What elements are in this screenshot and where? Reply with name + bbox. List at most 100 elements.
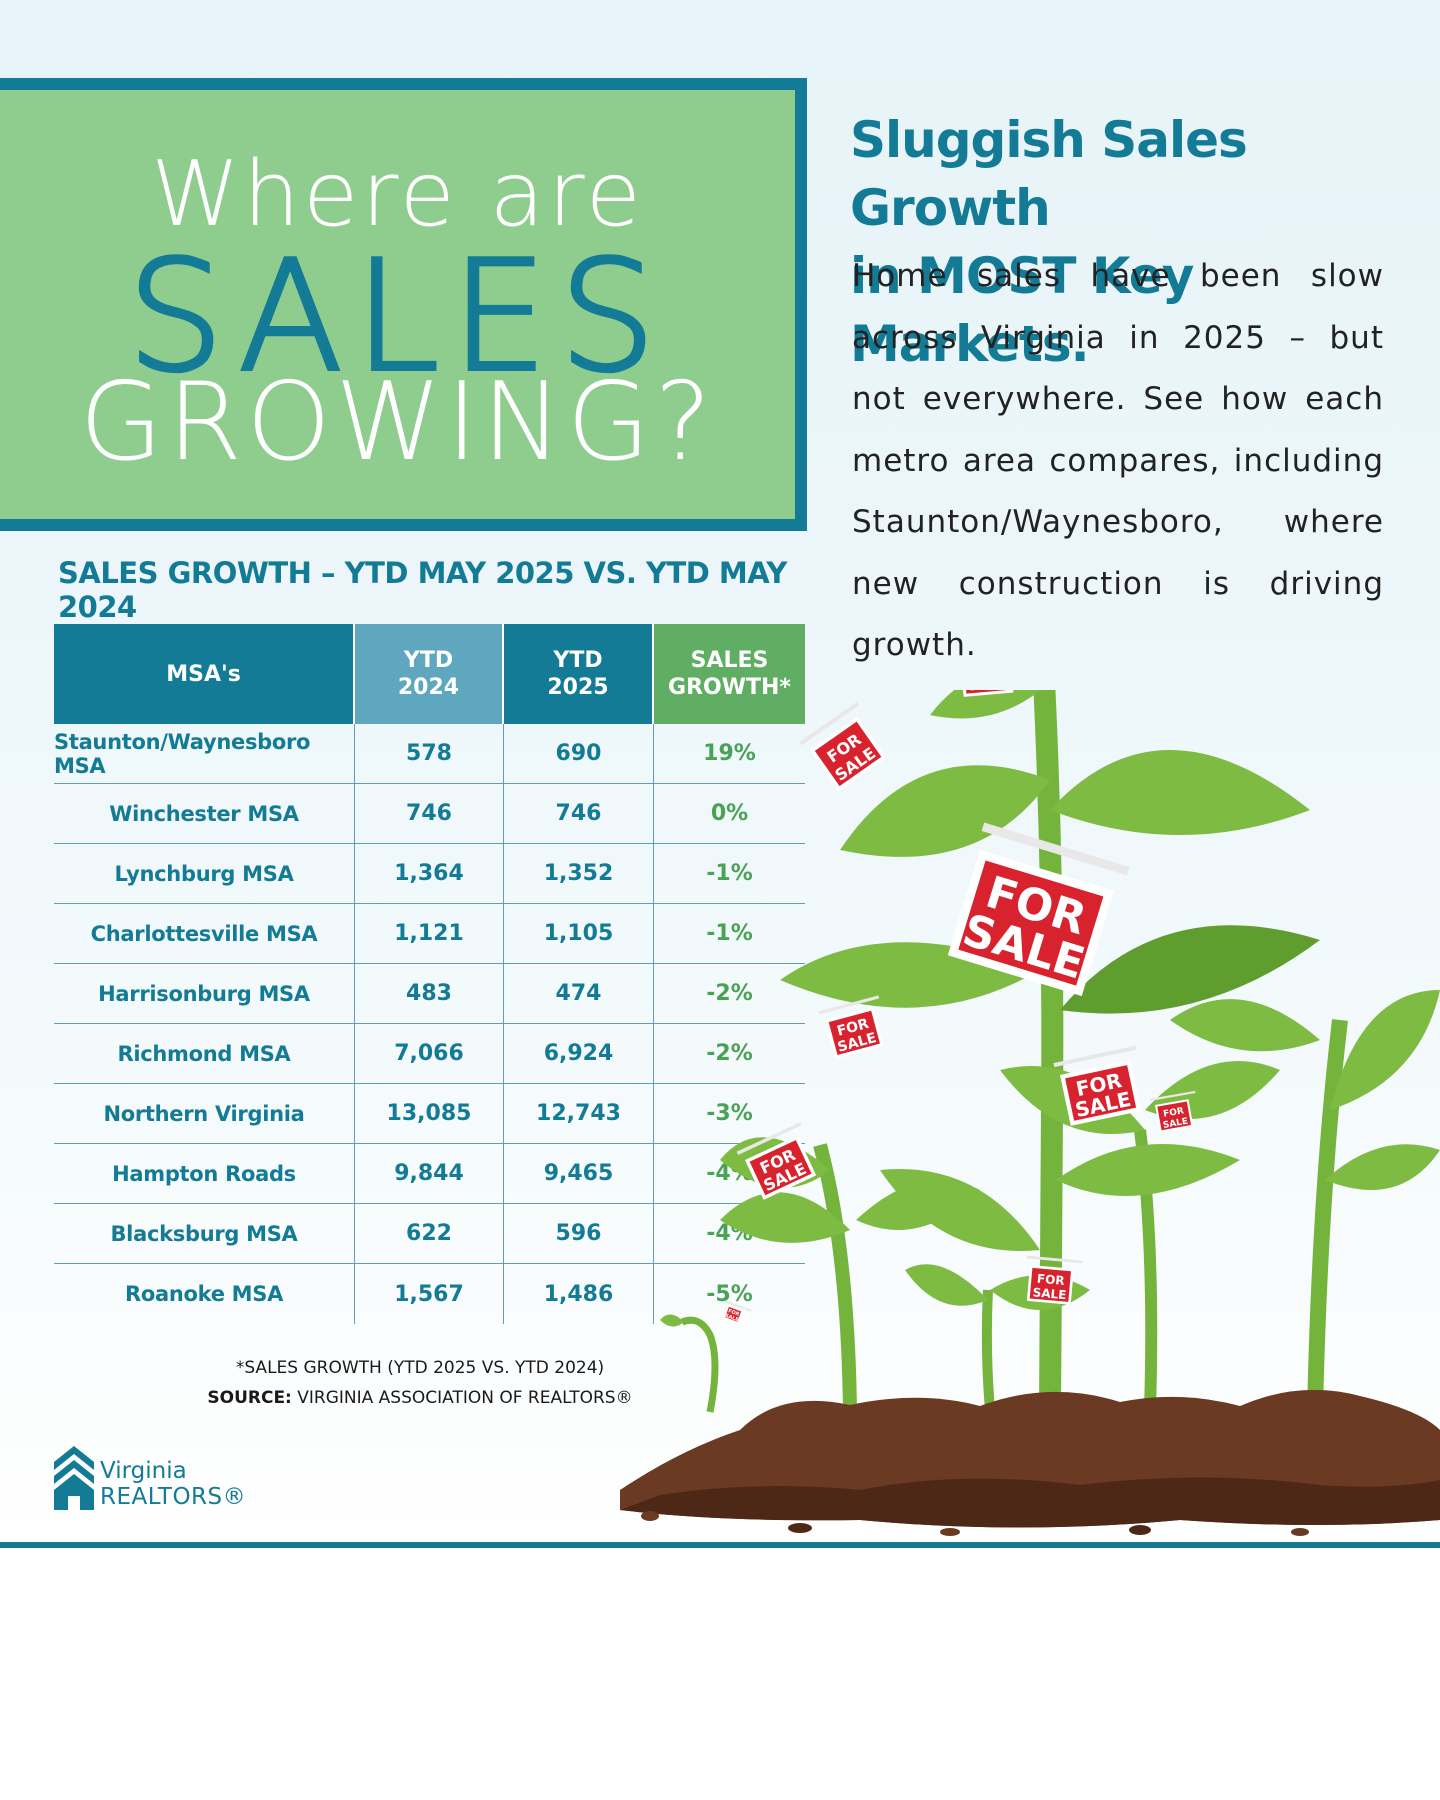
sign-text-sale: SALE [1162,1117,1189,1131]
leaf [856,1180,980,1230]
cell-ytd-2024: 7,066 [355,1024,504,1083]
cell-ytd-2025: 9,465 [504,1144,654,1203]
table-body: Staunton/Waynesboro MSA 578 690 19% Winchest… [54,724,805,1324]
cell-ytd-2024: 1,121 [355,904,504,963]
cell-msa: Harrisonburg MSA [54,964,355,1023]
footnote-source-text: VIRGINIA ASSOCIATION OF REALTORS® [297,1388,633,1408]
leaf [660,1314,684,1327]
soil-shadow [620,1477,1440,1528]
footnote-source: SOURCE: VIRGINIA ASSOCIATION OF REALTORS… [200,1383,640,1413]
soil-crumb [1291,1528,1309,1536]
leaf [1050,750,1310,835]
logo-word-realtors: REALTORS® [100,1484,247,1510]
leaf [1056,1144,1240,1196]
cell-ytd-2025: 746 [504,784,654,843]
leaf [1170,999,1320,1052]
cell-sales-growth: 19% [703,741,756,766]
cell-msa: Winchester MSA [54,784,355,843]
virginia-realtors-logo: Virginia REALTORS® [54,1444,246,1512]
sign-text-for: FOR [1036,1272,1065,1288]
header-ytd-2024: YTD 2024 [355,624,504,724]
table-row: Richmond MSA 7,066 6,924 -2% [54,1024,805,1084]
table-row: Charlottesville MSA 1,121 1,105 -1% [54,904,805,964]
soil-crumb [788,1523,812,1533]
header-ytd-2025-line1: YTD [553,648,603,673]
cell-msa: Hampton Roads [54,1144,355,1203]
table-row: Blacksburg MSA 622 596 -4% [54,1204,805,1264]
footnote-definition: *SALES GROWTH (YTD 2025 VS. YTD 2024) [235,1358,605,1378]
table-row: Winchester MSA 746 746 0% [54,784,805,844]
cell-sales-growth: 0% [710,801,749,826]
small-stem [981,1289,995,1411]
headline-line-1: Sluggish Sales Growth [850,111,1248,237]
sign-text-sale: SALE [967,690,1008,695]
cell-ytd-2024: 483 [355,964,504,1023]
hero-line-where-are: Where are [151,142,644,247]
right-stem [1307,1019,1348,1413]
header-ytd-2025: YTD 2025 [504,624,654,724]
header-sales-growth: SALES GROWTH* [654,624,805,724]
soil-crumb [1129,1525,1151,1535]
cell-ytd-2025: 1,105 [504,904,654,963]
cell-sales-growth: -2% [706,1041,753,1066]
cell-msa: Blacksburg MSA [54,1204,355,1263]
cell-sales-growth: -3% [706,1101,753,1126]
header-ytd-2024-line2: 2024 [397,675,460,700]
seedling-stem [680,1316,719,1413]
cell-ytd-2025: 596 [504,1204,654,1263]
leaf [1060,925,1320,1014]
soil-crumb [641,1511,659,1521]
cell-ytd-2024: 746 [355,784,504,843]
cell-ytd-2025: 690 [504,724,654,783]
table-row: Staunton/Waynesboro MSA 578 690 19% [54,724,805,784]
sales-growth-table: MSA's YTD 2024 YTD 2025 SALES GROWTH* St… [54,624,805,1324]
cell-ytd-2024: 9,844 [355,1144,504,1203]
header-ytd-2025-line2: 2025 [547,675,609,700]
cell-msa: Richmond MSA [54,1024,355,1083]
cell-ytd-2025: 1,486 [504,1264,654,1324]
left-stem [813,1143,857,1413]
cell-msa: Roanoke MSA [54,1264,355,1324]
leaf [930,690,1041,719]
table-header-row: MSA's YTD 2024 YTD 2025 SALES GROWTH* [54,624,805,724]
sign-text-sale: SALE [1032,1285,1067,1302]
cell-msa: Charlottesville MSA [54,904,355,963]
cell-sales-growth: -1% [706,861,753,886]
headline-line-2: in MOST Key Markets. [850,247,1194,373]
leaf [1330,990,1440,1110]
header-sales-growth-line1: SALES [690,648,769,673]
sign-text-sale: SALE [724,1313,740,1324]
house-chevron-icon [54,1446,94,1510]
cell-ytd-2025: 474 [504,964,654,1023]
footnote: *SALES GROWTH (YTD 2025 VS. YTD 2024) SO… [200,1353,640,1413]
cell-ytd-2025: 1,352 [504,844,654,903]
cell-ytd-2024: 1,364 [355,844,504,903]
header-msa-label: MSA's [166,661,241,687]
table-row: Northern Virginia 13,085 12,743 -3% [54,1084,805,1144]
header-sales-growth-line2: GROWTH* [668,675,791,700]
leaf [720,1192,850,1243]
footnote-source-label: SOURCE: [207,1388,292,1408]
soil-crumb [940,1528,960,1536]
leaf [905,1264,988,1306]
cell-ytd-2024: 622 [355,1204,504,1263]
logo-word-virginia: Virginia [100,1458,187,1484]
hero-banner: Where are SALES GROWING? [0,78,807,531]
header-msa: MSA's [54,624,355,724]
cell-sales-growth: -2% [706,981,753,1006]
table-row: Harrisonburg MSA 483 474 -2% [54,964,805,1024]
cell-msa: Lynchburg MSA [54,844,355,903]
cell-ytd-2024: 13,085 [355,1084,504,1143]
headline: Sluggish Sales Growth in MOST Key Market… [850,106,1410,378]
leaf [1325,1144,1440,1190]
header-ytd-2024-line1: YTD [403,648,454,673]
cell-ytd-2025: 6,924 [504,1024,654,1083]
table-title: SALES GROWTH – YTD MAY 2025 VS. YTD MAY … [58,556,787,624]
cell-ytd-2024: 1,567 [355,1264,504,1324]
